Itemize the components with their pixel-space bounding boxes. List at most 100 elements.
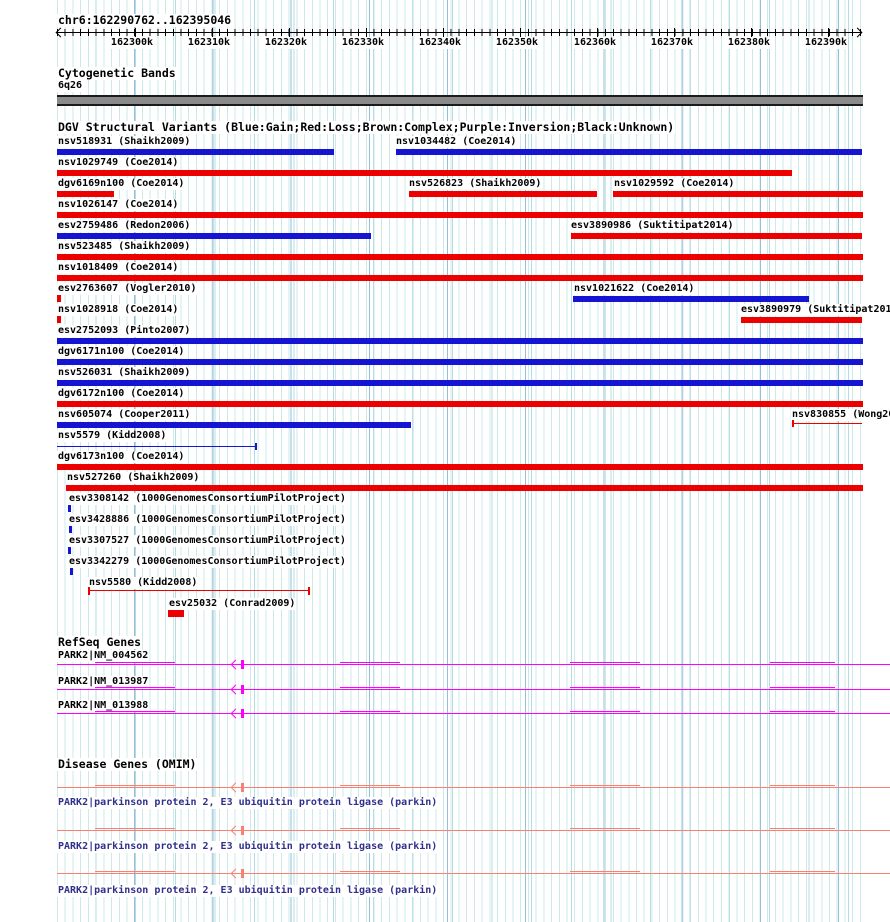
disease-gene-line[interactable] — [57, 830, 890, 831]
variant-span-endtick[interactable] — [255, 443, 257, 450]
variant-point-mark[interactable] — [57, 295, 61, 302]
gene-line[interactable] — [57, 689, 890, 690]
gene-exon-tick — [241, 783, 244, 792]
variant-bar[interactable] — [57, 149, 334, 155]
variant-label[interactable]: esv2752093 (Pinto2007) — [57, 325, 192, 337]
variant-bar[interactable] — [57, 254, 863, 260]
variant-bar[interactable] — [57, 338, 863, 344]
variant-label[interactable]: nsv1018409 (Coe2014) — [57, 262, 180, 274]
gene-exon-tick — [241, 826, 244, 835]
ruler-tick-label: 162350k — [495, 37, 539, 49]
disease-gene-line[interactable] — [57, 873, 890, 874]
gene-line-segment — [340, 687, 400, 688]
gene-label[interactable]: PARK2|NM_013988 — [57, 700, 150, 712]
variant-label[interactable]: esv2763607 (Vogler2010) — [57, 283, 198, 295]
variant-point-mark[interactable] — [68, 547, 71, 554]
variant-label[interactable]: nsv527260 (Shaikh2009) — [66, 472, 201, 484]
variant-bar[interactable] — [57, 275, 863, 281]
variant-bar[interactable] — [573, 296, 809, 302]
ruler-major-tick — [828, 28, 829, 37]
variant-span-line[interactable] — [792, 423, 862, 424]
variant-bar[interactable] — [613, 191, 863, 197]
variant-span-endtick[interactable] — [308, 587, 310, 595]
gene-label[interactable]: PARK2|NM_013987 — [57, 676, 150, 688]
variant-bar[interactable] — [57, 212, 863, 218]
variant-bar[interactable] — [57, 359, 863, 365]
variant-bar[interactable] — [741, 317, 862, 323]
variant-bar[interactable] — [57, 401, 863, 407]
variant-label[interactable]: nsv830855 (Wong2007) — [791, 409, 890, 421]
variant-label[interactable]: nsv5580 (Kidd2008) — [88, 577, 199, 589]
variant-span-line[interactable] — [88, 590, 310, 591]
variant-label[interactable]: esv25032 (Conrad2009) — [168, 598, 297, 610]
variant-label[interactable]: nsv526031 (Shaikh2009) — [57, 367, 192, 379]
ruler-major-tick — [443, 28, 444, 37]
variant-bar[interactable] — [57, 422, 411, 428]
ruler-tick-label: 162380k — [727, 37, 771, 49]
variant-label[interactable]: nsv1029749 (Coe2014) — [57, 157, 180, 169]
disease-gene-line-segment — [570, 871, 640, 872]
variant-bar[interactable] — [168, 610, 184, 617]
variant-bar[interactable] — [57, 233, 371, 239]
ruler-tick-label: 162330k — [341, 37, 385, 49]
cytoband-bar[interactable] — [57, 95, 863, 106]
variant-label[interactable]: nsv1034482 (Coe2014) — [395, 136, 518, 148]
disease-gene-line-segment — [770, 828, 835, 829]
gene-label[interactable]: PARK2|NM_004562 — [57, 650, 150, 662]
variant-bar[interactable] — [409, 191, 597, 197]
variant-point-mark[interactable] — [70, 568, 73, 575]
variant-label[interactable]: dgv6169n100 (Coe2014) — [57, 178, 186, 190]
disease-gene-label[interactable]: PARK2|parkinson protein 2, E3 ubiquitin … — [57, 841, 439, 853]
variant-label[interactable]: esv3342279 (1000GenomesConsortiumPilotPr… — [68, 556, 347, 568]
variant-label[interactable]: esv3428886 (1000GenomesConsortiumPilotPr… — [68, 514, 347, 526]
variant-bar[interactable] — [571, 233, 862, 239]
variant-bar[interactable] — [396, 149, 862, 155]
variant-label[interactable]: nsv605074 (Cooper2011) — [57, 409, 192, 421]
variant-label[interactable]: esv3890979 (Suktitipat2014) — [740, 304, 890, 316]
variant-bar[interactable] — [57, 191, 114, 197]
ruler-tick-label: 162370k — [650, 37, 694, 49]
variant-label[interactable]: esv3890986 (Suktitipat2014) — [570, 220, 735, 232]
variant-point-mark[interactable] — [69, 526, 72, 533]
disease-gene-label[interactable]: PARK2|parkinson protein 2, E3 ubiquitin … — [57, 885, 439, 897]
variant-bar[interactable] — [66, 485, 863, 491]
disease-gene-line-segment — [770, 785, 835, 786]
gene-exon-tick — [241, 660, 244, 669]
variant-point-mark[interactable] — [68, 505, 71, 512]
variant-label[interactable]: esv3308142 (1000GenomesConsortiumPilotPr… — [68, 493, 347, 505]
variant-label[interactable]: dgv6172n100 (Coe2014) — [57, 388, 186, 400]
gene-line[interactable] — [57, 664, 890, 665]
variant-label[interactable]: nsv1026147 (Coe2014) — [57, 199, 180, 211]
refseq-section-title: RefSeq Genes — [57, 635, 143, 649]
disease-gene-line[interactable] — [57, 787, 890, 788]
variant-span-endtick[interactable] — [88, 587, 90, 595]
gene-line-segment — [770, 711, 835, 712]
variant-label[interactable]: nsv518931 (Shaikh2009) — [57, 136, 192, 148]
disease-gene-label[interactable]: PARK2|parkinson protein 2, E3 ubiquitin … — [57, 797, 439, 809]
variant-label[interactable]: dgv6173n100 (Coe2014) — [57, 451, 186, 463]
variant-span-line[interactable] — [57, 446, 257, 447]
ruler-major-tick — [674, 28, 675, 37]
variant-label[interactable]: nsv523485 (Shaikh2009) — [57, 241, 192, 253]
variant-label[interactable]: dgv6171n100 (Coe2014) — [57, 346, 186, 358]
variant-point-mark[interactable] — [57, 316, 61, 323]
variant-label[interactable]: esv2759486 (Redon2006) — [57, 220, 192, 232]
variant-bar[interactable] — [57, 380, 863, 386]
gene-line[interactable] — [57, 713, 890, 714]
ruler-tick-label: 162360k — [573, 37, 617, 49]
variant-bar[interactable] — [57, 464, 863, 470]
variant-bar[interactable] — [57, 170, 792, 176]
region-title: chr6:162290762..162395046 — [57, 13, 233, 27]
variant-label[interactable]: esv3307527 (1000GenomesConsortiumPilotPr… — [68, 535, 347, 547]
disease-gene-line-segment — [770, 871, 835, 872]
variant-label[interactable]: nsv1028918 (Coe2014) — [57, 304, 180, 316]
cytoband-label: 6q26 — [57, 80, 84, 92]
disease-gene-line-segment — [570, 828, 640, 829]
cytoband-section-title: Cytogenetic Bands — [57, 66, 177, 80]
variant-label[interactable]: nsv5579 (Kidd2008) — [57, 430, 168, 442]
ruler-major-tick — [366, 28, 367, 37]
variant-label[interactable]: nsv1021622 (Coe2014) — [573, 283, 696, 295]
variant-label[interactable]: nsv1029592 (Coe2014) — [613, 178, 736, 190]
variant-label[interactable]: nsv526823 (Shaikh2009) — [408, 178, 543, 190]
